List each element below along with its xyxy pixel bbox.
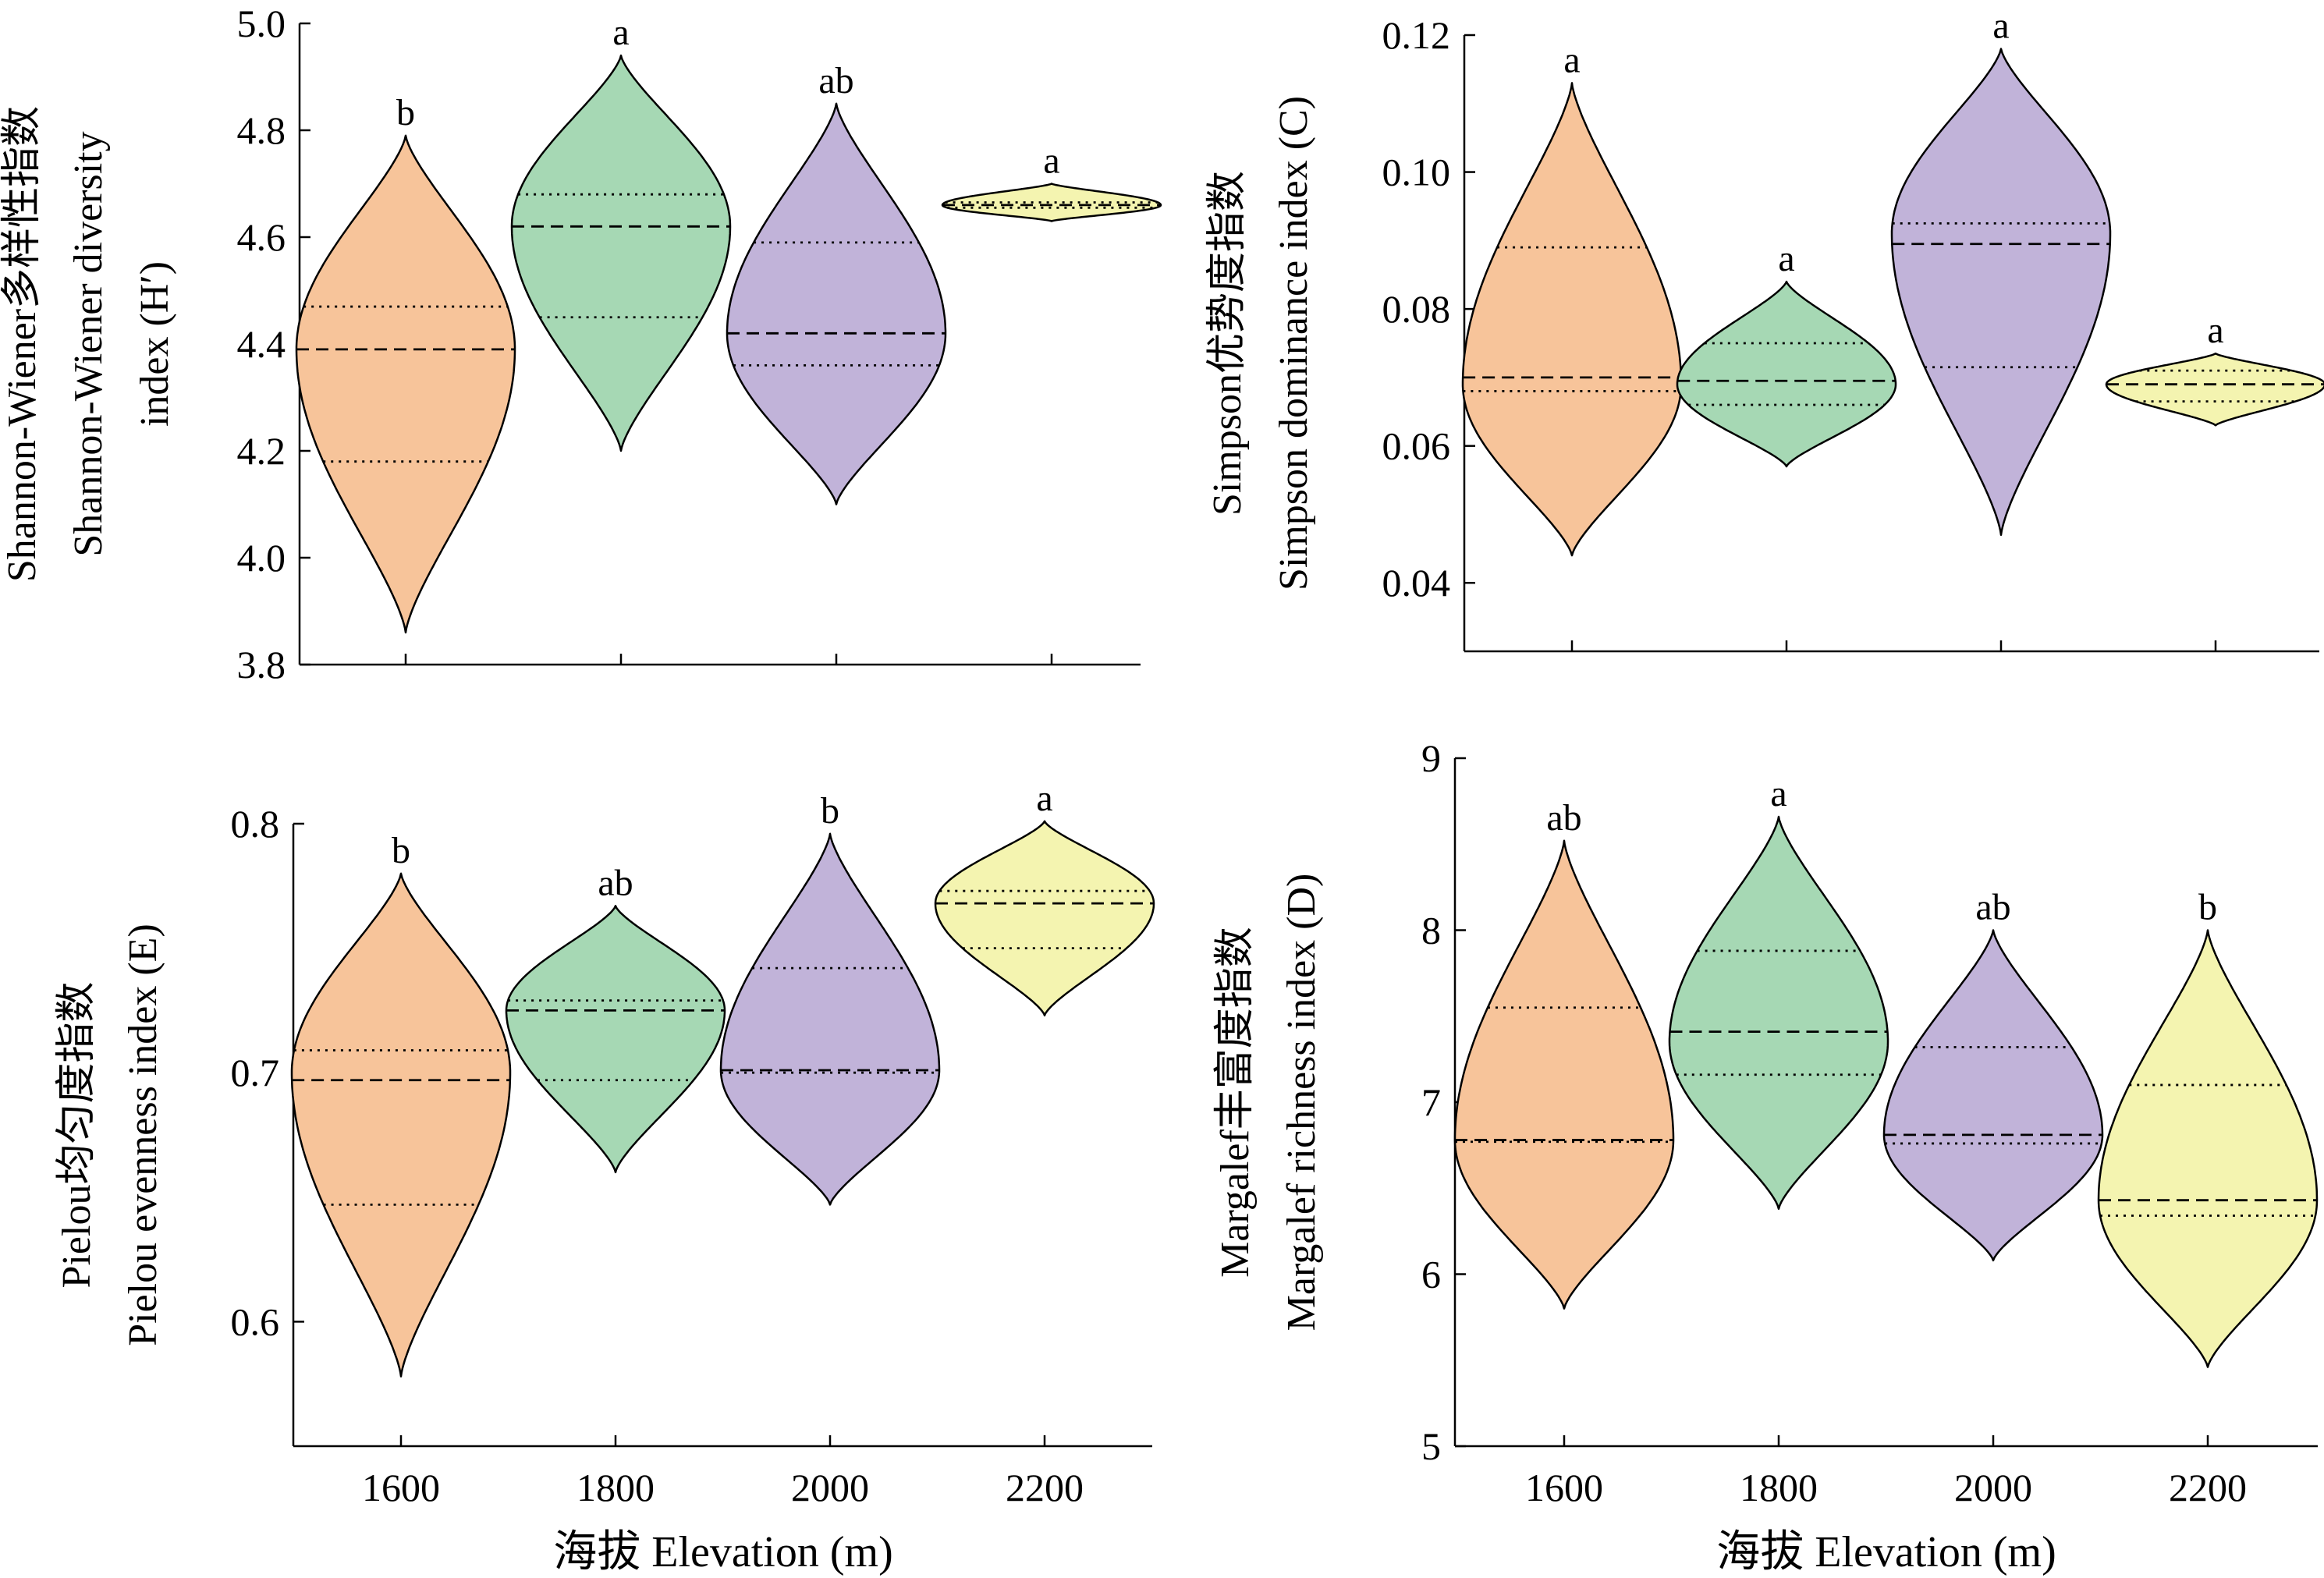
y-tick-label: 8 [1421, 909, 1441, 952]
x-axis-title-left: 海拔 Elevation (m) [553, 1528, 892, 1576]
panel-bottom-left: 0.6 0.7 0.8 1600 1800 2000 2200 Pielou均匀度指数 Piel… [55, 778, 1155, 1509]
significance-label: b [821, 790, 839, 832]
significance-label: a [1778, 238, 1794, 279]
y-axis-title-line: Shannon-Wiener diversity [66, 131, 111, 556]
y-tick-label: 9 [1421, 736, 1441, 780]
significance-label: ab [1975, 887, 2010, 928]
significance-label: a [1043, 140, 1059, 182]
y-axis-title-line: index (H′) [133, 261, 177, 427]
violin-2200 [2097, 929, 2319, 1368]
y-tick-label: 3.8 [237, 643, 286, 686]
y-tick-label: 7 [1421, 1080, 1441, 1124]
x-tick-label: 1800 [1740, 1466, 1818, 1509]
x-axis-title-right: 海拔 Elevation (m) [1716, 1528, 2056, 1576]
violin-1800 [1676, 280, 1897, 468]
x-tick-label: 2000 [1954, 1466, 2032, 1509]
y-tick-label: 0.04 [1382, 561, 1451, 605]
y-tick-label: 4.8 [237, 108, 286, 152]
y-tick-label: 4.6 [237, 215, 286, 259]
significance-label: a [1770, 773, 1786, 814]
y-axis-title-line: Margalef丰富度指数 [1213, 927, 1258, 1278]
violin-2000 [1890, 48, 2112, 537]
significance-label: a [1992, 5, 2009, 47]
violin-2200 [941, 183, 1162, 222]
x-tick-label: 1600 [1525, 1466, 1603, 1509]
significance-label: a [1563, 39, 1580, 80]
significance-label: ab [1546, 797, 1581, 839]
violin-1600 [1453, 839, 1675, 1310]
y-tick-label: 0.6 [231, 1300, 280, 1343]
panel-bottom-right: 5 6 7 8 9 1600 1800 2000 2200 Margalef丰富度指数 Margal… [1213, 736, 2319, 1509]
significance-label: a [612, 12, 629, 53]
violin-1600 [295, 134, 516, 634]
significance-label: a [1036, 778, 1052, 819]
y-axis-title-line: Pielou evenness index (E) [121, 924, 165, 1346]
significance-label: ab [598, 862, 633, 903]
panel-top-left: 3.8 4.0 4.2 4.4 4.6 4.8 5.0 Shannon-Wiener多样性指数… [0, 2, 1162, 686]
violin-2000 [719, 832, 941, 1206]
violin-2200 [2105, 352, 2324, 427]
y-tick-label: 0.06 [1382, 424, 1451, 468]
violin-2200 [934, 820, 1155, 1017]
x-tick-label: 2000 [791, 1466, 869, 1509]
y-tick-label: 5 [1421, 1424, 1441, 1468]
y-axis-title-line: Simpson dominance index (C) [1272, 96, 1316, 590]
violin-1600 [290, 872, 512, 1378]
y-axis-title-line: Simpson优势度指数 [1205, 171, 1250, 516]
panel-top-right: 0.04 0.06 0.08 0.10 0.12 Simpson优势度指数 Simpson … [1205, 5, 2324, 653]
x-tick-label: 1800 [577, 1466, 655, 1509]
x-tick-label: 2200 [2169, 1466, 2247, 1509]
significance-label: b [396, 92, 415, 133]
violin-1800 [510, 54, 732, 452]
y-tick-label: 0.8 [231, 802, 280, 846]
y-tick-label: 4.4 [237, 322, 286, 366]
y-tick-label: 4.2 [237, 429, 286, 473]
y-axis-title-line: Pielou均匀度指数 [55, 982, 99, 1289]
x-tick-label: 1600 [362, 1466, 440, 1509]
significance-label: b [2198, 887, 2217, 928]
violin-2000 [1882, 929, 2104, 1262]
y-tick-label: 0.12 [1382, 13, 1451, 57]
y-tick-label: 0.7 [231, 1051, 280, 1094]
y-axis-title-line: Shannon-Wiener多样性指数 [0, 106, 44, 582]
violin-1600 [1461, 82, 1683, 557]
y-tick-label: 5.0 [237, 2, 286, 45]
violin-1800 [1668, 815, 1889, 1210]
violin-2000 [726, 102, 947, 505]
y-tick-label: 6 [1421, 1253, 1441, 1296]
significance-label: b [392, 830, 410, 871]
significance-label: ab [818, 60, 853, 101]
y-axis-title-line: Margalef richness index (D) [1279, 874, 1324, 1332]
y-tick-label: 0.08 [1382, 287, 1451, 331]
y-tick-label: 4.0 [237, 536, 286, 580]
violin-1800 [505, 905, 726, 1174]
y-tick-label: 0.10 [1382, 151, 1451, 194]
x-tick-label: 2200 [1006, 1466, 1084, 1509]
significance-label: a [2207, 310, 2223, 351]
